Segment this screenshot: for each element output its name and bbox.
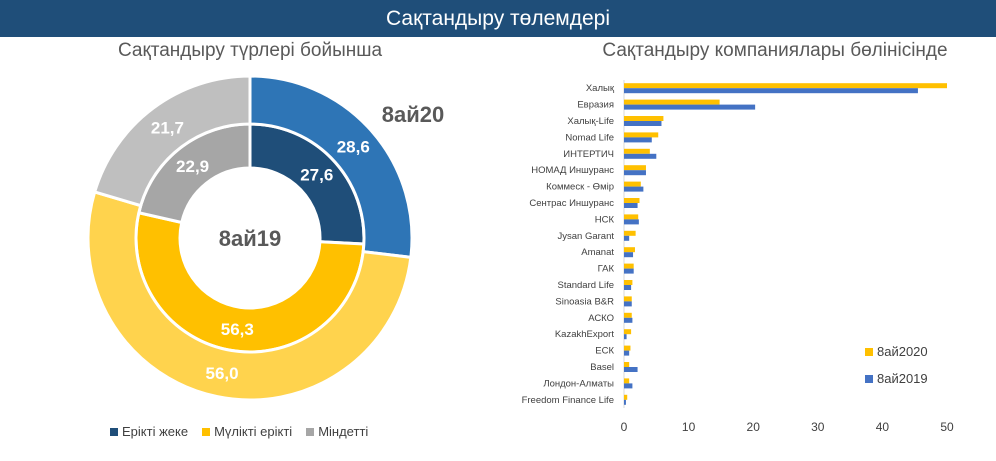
bar-2019 xyxy=(624,137,652,143)
bar-2020 xyxy=(624,99,720,105)
donut-value-label-inner-0: 27,6 xyxy=(300,166,333,185)
bar-category-label: Лондон-Алматы xyxy=(543,378,614,389)
bar-category-label: Jysan Garant xyxy=(558,231,615,242)
bar-2020 xyxy=(624,312,632,318)
header-title: Сақтандыру төлемдері xyxy=(386,7,610,30)
bar-2019 xyxy=(624,153,657,159)
bar-2020 xyxy=(624,83,947,89)
bar-category-label: KazakhExport xyxy=(555,329,615,340)
legend-swatch xyxy=(306,427,315,436)
bar-2019 xyxy=(624,301,632,307)
bar-2019 xyxy=(624,399,626,405)
donut-outer-ring-label: 8ай20 xyxy=(382,102,444,127)
bar-category-label: ИНТЕРТИЧ xyxy=(563,149,614,160)
bar-category-label: ЕСК xyxy=(595,346,614,357)
bar-2019 xyxy=(624,268,634,274)
bar-category-label: Freedom Finance Life xyxy=(522,395,614,406)
bar-category-label: Amanat xyxy=(581,247,614,258)
bar-category-label: Евразия xyxy=(577,100,614,111)
bar-legend-swatch xyxy=(865,375,873,383)
bar-2019 xyxy=(624,367,638,372)
bar-category-label: Sinoasia B&R xyxy=(555,296,614,307)
bar-x-tick-label: 50 xyxy=(940,420,954,434)
donut-value-label-outer-0: 28,6 xyxy=(337,137,370,156)
bar-x-tick-label: 0 xyxy=(621,420,628,434)
legend-label: Ерікті жеке xyxy=(122,424,189,439)
bar-category-label: АСКО xyxy=(588,313,614,324)
bar-2020 xyxy=(624,181,641,187)
bar-legend-label: 8ай2019 xyxy=(877,371,928,386)
legend-label: Міндетті xyxy=(318,424,369,439)
bar-2019 xyxy=(624,104,756,110)
bar-category-label: НОМАД Иншуранс xyxy=(531,165,614,176)
bar-2019 xyxy=(624,235,630,241)
donut-legend: Ерікті жеке Мүлікті ерікті Міндетті xyxy=(110,424,368,439)
bar-legend-swatch xyxy=(865,348,873,356)
left-chart-subtitle: Сақтандыру түрлері бойынша xyxy=(117,40,383,61)
bar-x-tick-label: 10 xyxy=(682,420,696,434)
bar-category-label: Халық-Life xyxy=(567,116,614,127)
bar-2020 xyxy=(624,198,640,203)
donut-value-label-outer-2: 21,7 xyxy=(151,118,184,137)
bar-2019 xyxy=(624,350,630,356)
bar-x-tick-label: 20 xyxy=(747,420,761,434)
bar-category-label: Сентрас Иншуранс xyxy=(529,198,614,209)
bar-2020 xyxy=(624,296,632,302)
legend-swatch xyxy=(202,427,211,436)
bar-category-label: Халық xyxy=(586,83,615,94)
bar-category-label: Nomad Life xyxy=(565,132,614,143)
bar-2019 xyxy=(624,252,634,258)
bar-2019 xyxy=(624,219,639,225)
legend-item-mandatory: Міндетті xyxy=(306,424,368,439)
bar-legend-label: 8ай2020 xyxy=(877,344,928,359)
bar-2020 xyxy=(624,230,636,236)
bar-2020 xyxy=(624,394,628,400)
right-chart-subtitle: Сақтандыру компаниялары бөлінісінде xyxy=(602,40,948,61)
donut-value-label-inner-2: 22,9 xyxy=(176,157,209,176)
bar-2019 xyxy=(624,186,644,192)
bar-2020 xyxy=(624,280,633,285)
donut-value-label-inner-1: 56,3 xyxy=(221,320,254,339)
bar-2020 xyxy=(624,247,635,253)
legend-label: Мүлікті ерікті xyxy=(214,424,293,439)
legend-swatch xyxy=(110,427,118,436)
bar-2019 xyxy=(624,203,638,208)
bar-2020 xyxy=(624,345,631,351)
donut-slice-outer-2 xyxy=(92,74,252,208)
bar-2019 xyxy=(624,88,918,94)
header-banner: Сақтандыру төлемдері xyxy=(0,0,996,37)
bar-2020 xyxy=(624,329,632,335)
bar-category-label: Коммеск - Өмір xyxy=(546,182,614,193)
bar-2020 xyxy=(624,132,659,138)
bar-2020 xyxy=(624,214,639,220)
bar-x-tick-label: 40 xyxy=(876,420,890,434)
bar-2020 xyxy=(624,165,646,171)
bar-2019 xyxy=(624,285,632,290)
bar-category-label: ГАК xyxy=(598,264,615,275)
bar-2019 xyxy=(624,121,662,126)
bar-2019 xyxy=(624,334,627,340)
bar-category-label: НСК xyxy=(595,214,615,225)
bar-2020 xyxy=(624,362,630,367)
bar-2020 xyxy=(624,116,664,121)
donut-slice-outer-1 xyxy=(86,190,413,402)
bar-2020 xyxy=(624,263,634,269)
donut-chart: 27,6 56,3 22,9 28,6 56,0 21,7 8ай19 8ай20 xyxy=(86,74,444,402)
donut-value-label-outer-1: 56,0 xyxy=(206,364,239,383)
bar-x-tick-label: 30 xyxy=(811,420,825,434)
bar-category-label: Basel xyxy=(590,362,614,373)
bar-2020 xyxy=(624,378,630,384)
legend-item-voluntary-property: Мүлікті ерікті xyxy=(202,424,292,439)
bar-2019 xyxy=(624,317,633,323)
bar-2020 xyxy=(624,148,650,154)
bar-category-label: Standard Life xyxy=(557,280,614,291)
bar-2019 xyxy=(624,170,646,176)
legend-item-voluntary-personal: Ерікті жеке xyxy=(110,424,188,439)
bar-2019 xyxy=(624,383,633,389)
donut-center-label: 8ай19 xyxy=(219,226,281,251)
